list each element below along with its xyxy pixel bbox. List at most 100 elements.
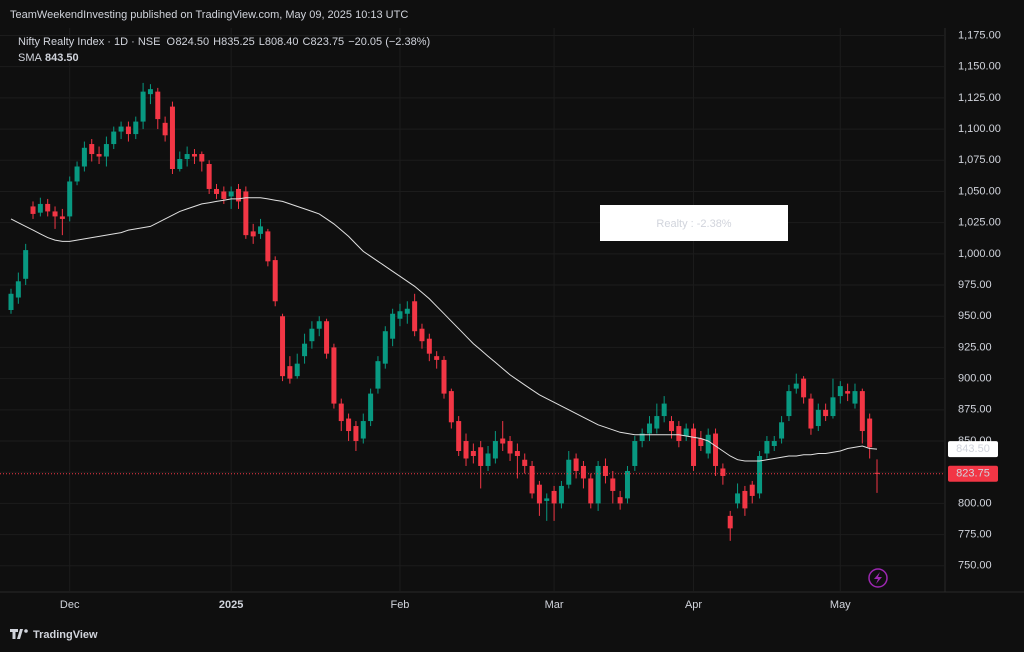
y-tick-label: 875.00 <box>958 404 992 416</box>
candle-body <box>617 497 623 504</box>
candle-body <box>221 191 227 199</box>
candle-body <box>536 484 542 504</box>
candle-body <box>823 409 829 417</box>
candle-body <box>478 447 484 466</box>
candle-body <box>59 216 65 219</box>
candle-body <box>683 428 689 437</box>
candle-body <box>691 428 697 466</box>
candle-body <box>426 338 432 354</box>
legend-instrument: Nifty Realty Index · 1D · NSE <box>18 36 160 48</box>
candle-body <box>595 465 601 504</box>
candle-body <box>331 347 337 404</box>
candle-body <box>309 328 315 342</box>
legend-key: L <box>259 36 265 48</box>
candle-body <box>280 316 286 377</box>
candle-body <box>353 426 359 442</box>
candle-body <box>89 144 95 155</box>
price-tag-label: 823.75 <box>956 468 990 480</box>
y-tick-label: 800.00 <box>958 497 992 509</box>
price-tag <box>948 465 998 482</box>
candle-body <box>713 433 719 466</box>
candle-body <box>801 378 807 398</box>
candle-body <box>272 260 278 302</box>
candle-body <box>81 147 87 167</box>
brand-name: TradingView <box>33 629 98 641</box>
y-tick-label: 775.00 <box>958 529 992 541</box>
alert-icon[interactable] <box>868 568 888 588</box>
legend-value: 824.50 <box>175 36 209 48</box>
candle-body <box>375 361 381 389</box>
candle-body <box>30 206 36 214</box>
candle-body <box>103 144 109 157</box>
candle-body <box>735 493 741 504</box>
candle-body <box>412 301 418 332</box>
candle-body <box>23 250 29 279</box>
y-tick-label: 1,025.00 <box>958 217 1001 229</box>
sma-line <box>10 197 878 462</box>
candle-body <box>720 468 726 476</box>
candle-body <box>37 203 43 213</box>
x-tick-label: 2025 <box>219 599 243 611</box>
candle-body <box>96 154 102 157</box>
legend-indicator: SMA <box>18 52 43 64</box>
annotation-box <box>600 205 788 241</box>
candle-body <box>815 409 821 427</box>
candle-body <box>808 398 814 429</box>
candle-body <box>243 191 249 236</box>
candle-body <box>514 451 520 456</box>
candle-body <box>184 154 190 160</box>
candle-body <box>434 356 440 360</box>
y-tick-label: 1,100.00 <box>958 123 1001 135</box>
candle-body <box>867 418 873 448</box>
candle-body <box>125 126 131 135</box>
logo-dot <box>24 629 28 633</box>
candle-body <box>228 191 234 197</box>
candle-body <box>558 485 564 504</box>
candle-body <box>551 490 557 504</box>
candle-body <box>852 391 858 404</box>
legend-value: 823.75 <box>311 36 345 48</box>
candle-body <box>67 181 73 217</box>
x-tick-label: Mar <box>545 599 564 611</box>
candle-body <box>8 293 14 310</box>
candle-body <box>404 308 410 314</box>
y-tick-label: 1,050.00 <box>958 185 1001 197</box>
candle-body <box>346 418 352 432</box>
candle-body <box>382 331 388 364</box>
candle-body <box>250 231 256 237</box>
y-tick-label: 975.00 <box>958 279 992 291</box>
y-tick-label: 900.00 <box>958 373 992 385</box>
candle-body <box>448 391 454 423</box>
candle-body <box>793 383 799 389</box>
candle-body <box>830 397 836 417</box>
candle-body <box>507 441 513 454</box>
x-tick-label: Dec <box>60 599 80 611</box>
annotation: Realty : -2.38% <box>656 218 731 230</box>
candle-body <box>441 359 447 394</box>
candle-body <box>52 211 58 217</box>
candle-body <box>155 91 161 120</box>
candle-body <box>676 426 682 442</box>
candle-body <box>456 421 462 451</box>
brand-logo <box>10 629 28 639</box>
candle-body <box>646 423 652 434</box>
candle-body <box>111 131 117 145</box>
candle-body <box>162 122 168 136</box>
y-tick-label: 1,000.00 <box>958 248 1001 260</box>
y-tick-label: 1,175.00 <box>958 29 1001 41</box>
candle-body <box>610 478 616 491</box>
candle-body <box>764 441 770 454</box>
candle-body <box>580 465 586 479</box>
candle-body <box>287 366 293 379</box>
y-tick-label: 1,125.00 <box>958 92 1001 104</box>
candle-body <box>661 403 667 417</box>
y-tick-label: 750.00 <box>958 560 992 572</box>
logo-mark <box>10 629 23 639</box>
candle-body <box>500 438 506 444</box>
candle-body <box>316 321 322 329</box>
candle-body <box>654 416 660 429</box>
price-tag-label: 843.50 <box>956 443 990 455</box>
candle-body <box>859 391 865 432</box>
